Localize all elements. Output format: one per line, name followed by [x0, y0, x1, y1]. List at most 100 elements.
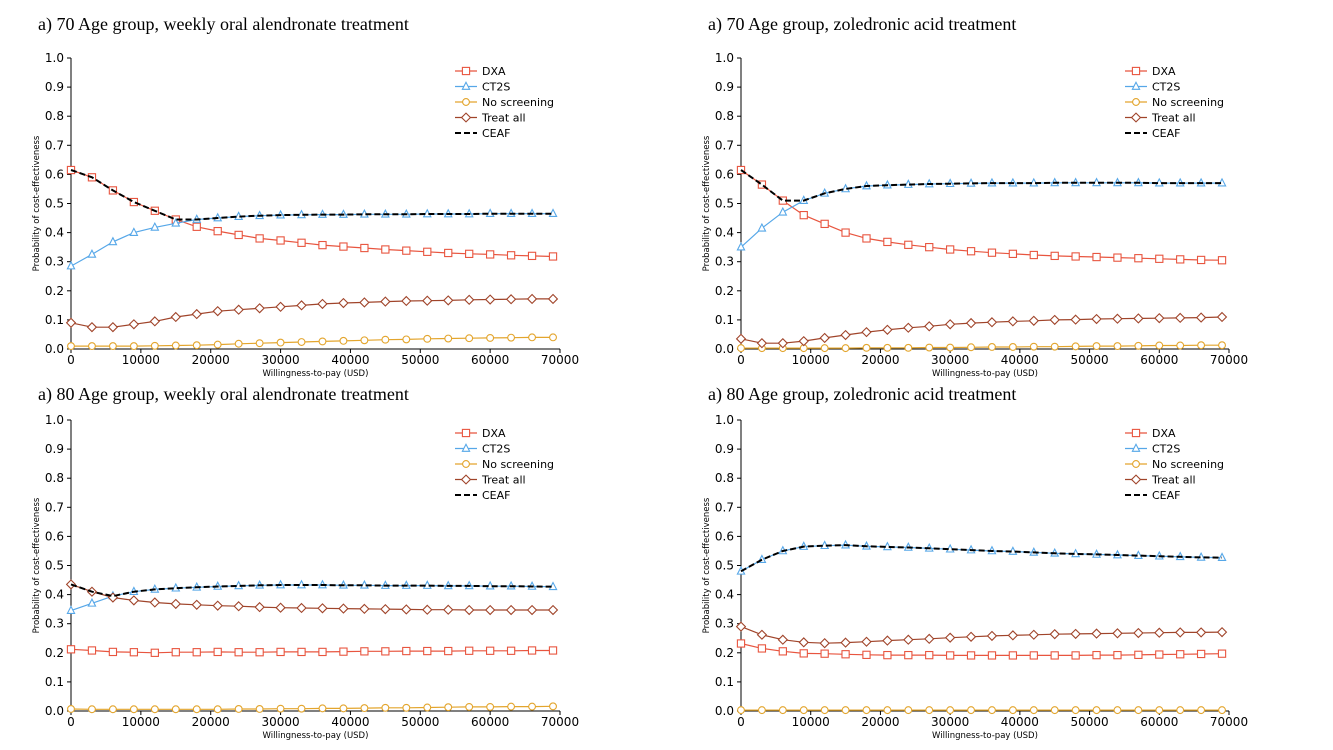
data-point: [1154, 627, 1165, 638]
x-tick-label: 40000: [1001, 715, 1039, 729]
data-point: [1217, 256, 1227, 265]
data-point: [87, 597, 97, 607]
data-point: [423, 646, 432, 656]
data-point: [820, 219, 829, 229]
x-tick-label: 40000: [1001, 353, 1039, 367]
data-point: [338, 603, 349, 614]
data-point: [735, 621, 747, 632]
data-point: [1218, 706, 1226, 715]
data-point: [318, 337, 327, 346]
data-point: [1029, 651, 1038, 660]
data-point: [128, 319, 140, 330]
y-axis-label: Probability of cost-effectiveness: [702, 497, 712, 633]
legend-item: Treat all: [455, 474, 526, 487]
data-point: [883, 343, 892, 352]
legend-marker: [461, 443, 471, 452]
x-tick-label: 30000: [931, 715, 969, 729]
data-point: [798, 637, 809, 648]
legend-label: CEAF: [1152, 489, 1180, 502]
data-point: [924, 633, 935, 645]
data-point: [1133, 627, 1144, 639]
series-line: [740, 626, 1223, 644]
data-point: [107, 321, 119, 333]
legend-label: CT2S: [1152, 81, 1180, 94]
series-line: [741, 344, 1222, 349]
data-point: [1154, 312, 1165, 324]
data-point: [255, 648, 264, 657]
data-point: [317, 298, 328, 310]
data-point: [296, 300, 307, 311]
y-tick-label: 0.5: [45, 559, 64, 573]
series-dxa: [736, 165, 1227, 265]
y-tick-label: 0.0: [45, 704, 64, 718]
legend-item: No screening: [455, 96, 554, 109]
data-point: [402, 246, 411, 255]
data-point: [360, 704, 369, 713]
data-point: [1008, 343, 1017, 351]
data-point: [484, 294, 496, 305]
legend-label: DXA: [1152, 427, 1176, 440]
data-point: [149, 316, 161, 327]
data-point: [465, 249, 474, 258]
chart-title: a) 80 Age group, weekly oral alendronate…: [38, 384, 409, 405]
data-point: [318, 704, 327, 713]
y-tick-label: 0.3: [45, 617, 64, 631]
data-point: [986, 630, 998, 642]
data-point: [170, 598, 181, 610]
legend-marker: [1131, 66, 1141, 76]
series-treat-all: [65, 293, 559, 333]
data-point: [1175, 312, 1186, 324]
y-tick-label: 0.0: [715, 342, 734, 356]
legend-label: CEAF: [482, 489, 510, 502]
data-point: [507, 333, 516, 342]
data-point: [233, 304, 244, 315]
data-point: [527, 646, 537, 655]
data-point: [925, 343, 934, 352]
x-tick-label: 70000: [541, 353, 579, 367]
data-point: [485, 250, 495, 259]
legend-label: Treat all: [481, 112, 526, 125]
y-tick-label: 0.3: [715, 617, 734, 631]
y-tick-label: 0.5: [715, 559, 734, 573]
series-dxa: [66, 645, 558, 657]
data-point: [276, 647, 285, 657]
series-no-screening: [67, 702, 557, 714]
legend-label: Treat all: [1151, 474, 1196, 487]
x-tick-label: 10000: [122, 353, 160, 367]
data-point: [381, 647, 390, 656]
series-line: [740, 169, 1222, 202]
legend-item: CT2S: [1125, 81, 1180, 94]
data-point: [903, 634, 914, 645]
data-point: [777, 338, 789, 349]
data-point: [276, 236, 285, 245]
data-point: [883, 237, 892, 247]
data-point: [967, 343, 976, 352]
series-line: [740, 544, 1223, 573]
data-point: [549, 702, 557, 711]
data-point: [254, 601, 265, 613]
y-tick-label: 1.0: [45, 51, 64, 65]
y-tick-label: 0.6: [715, 529, 734, 543]
data-point: [359, 603, 370, 615]
data-point: [213, 647, 222, 657]
data-point: [275, 602, 286, 613]
chart-panel-3: a) 80 Age group, weekly oral alendronate…: [32, 384, 579, 741]
data-point: [87, 646, 97, 655]
data-point: [527, 251, 537, 261]
data-point: [778, 206, 788, 216]
data-point: [444, 703, 453, 712]
data-point: [548, 252, 558, 261]
data-point: [904, 650, 913, 660]
y-tick-label: 1.0: [715, 413, 734, 427]
legend-label: No screening: [1152, 458, 1224, 471]
data-point: [883, 706, 892, 715]
data-point: [505, 604, 517, 616]
x-tick-label: 70000: [541, 715, 579, 729]
data-point: [988, 706, 996, 715]
legend: DXA CT2S No screening Treat all CEAF: [455, 427, 554, 502]
data-point: [841, 344, 850, 353]
legend-marker: [1130, 474, 1142, 485]
legend-item: CEAF: [1125, 127, 1180, 140]
x-axis-label: Willingness-to-pay (USD): [932, 369, 1038, 379]
data-point: [129, 342, 138, 351]
